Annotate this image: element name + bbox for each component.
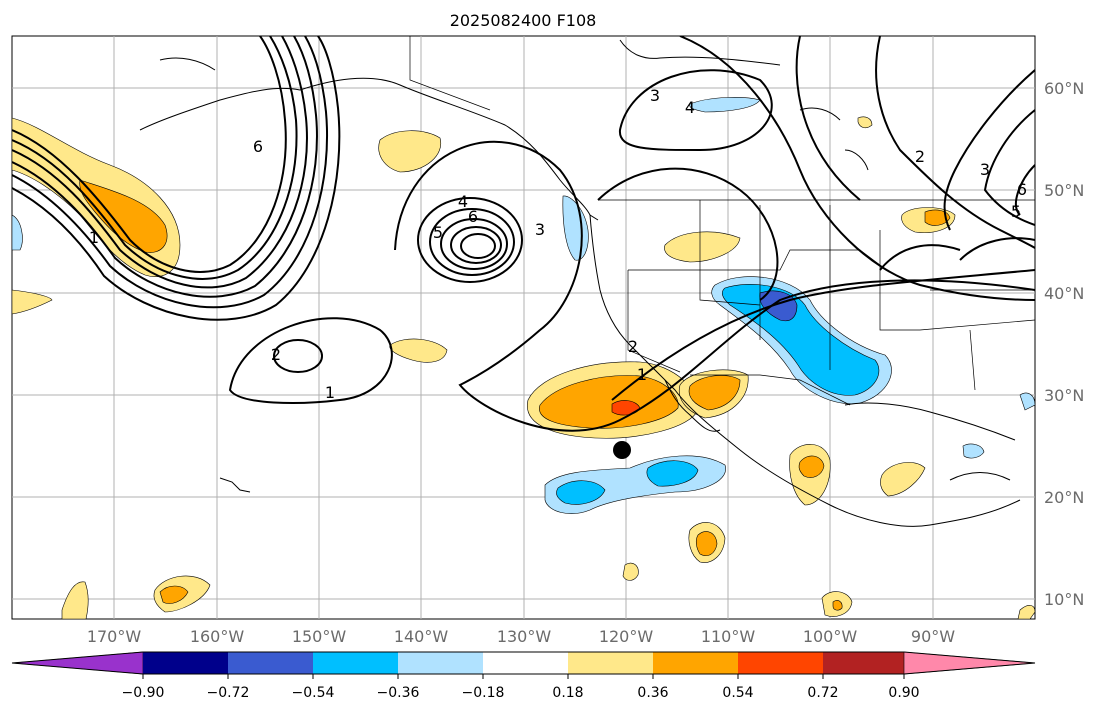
colorbar-segment	[903, 651, 1036, 675]
colorbar-segment	[483, 652, 568, 674]
longitude-labels: 170°W 160°W 150°W 140°W 130°W 120°W 110°…	[87, 627, 955, 646]
contour-label: 5	[1011, 202, 1021, 221]
lon-label: 160°W	[190, 627, 245, 646]
lon-label: 150°W	[292, 627, 347, 646]
colorbar-label: 0.72	[807, 685, 838, 701]
lat-label: 30°N	[1044, 386, 1084, 405]
lon-label: 110°W	[701, 627, 756, 646]
colorbar-segment	[823, 652, 904, 674]
contour-label: 2	[915, 147, 925, 166]
colorbar-segment	[143, 652, 228, 674]
contour-label: 6	[468, 207, 478, 226]
colorbar	[11, 651, 1036, 675]
lon-label: 130°W	[497, 627, 552, 646]
colorbar-labels: −0.90 −0.72 −0.54 −0.36 −0.18 0.18 0.36 …	[122, 685, 920, 701]
contour-label: 6	[253, 137, 263, 156]
latitude-labels: 60°N 50°N 40°N 30°N 20°N 10°N	[1044, 79, 1084, 609]
storm-center-dot	[613, 441, 631, 459]
contour-label: 1	[637, 365, 647, 384]
colorbar-segment	[11, 651, 144, 675]
contour-label: 5	[433, 223, 443, 242]
colorbar-segment	[228, 652, 313, 674]
contour-label: 6	[1017, 180, 1027, 199]
coastlines	[139, 39, 1021, 527]
lat-label: 60°N	[1044, 79, 1084, 98]
borders	[409, 36, 1035, 406]
colorbar-label: 0.18	[552, 685, 583, 701]
colorbar-segment	[313, 652, 398, 674]
colorbar-segment	[653, 652, 738, 674]
colorbar-label: 0.54	[722, 685, 753, 701]
lat-label: 50°N	[1044, 181, 1084, 200]
colorbar-label: −0.36	[377, 685, 420, 701]
height-contours	[12, 36, 1035, 432]
lon-label: 100°W	[803, 627, 858, 646]
lon-label: 90°W	[911, 627, 955, 646]
contour-labels: 1 1 1 2 2 2 3 3 3 4 4 5 5 6 6 6	[89, 86, 1027, 402]
lon-label: 120°W	[599, 627, 654, 646]
lon-label: 170°W	[87, 627, 142, 646]
graticule	[12, 36, 1035, 619]
contour-label: 4	[685, 98, 695, 117]
contour-label: 3	[535, 220, 545, 239]
colorbar-label: −0.18	[462, 685, 505, 701]
contour-label: 2	[628, 337, 638, 356]
lat-label: 20°N	[1044, 488, 1084, 507]
colorbar-label: −0.72	[207, 685, 250, 701]
contour-label: 1	[325, 383, 335, 402]
lat-label: 40°N	[1044, 284, 1084, 303]
colorbar-label: 0.36	[637, 685, 668, 701]
contour-label: 1	[89, 228, 99, 247]
contour-label: 4	[458, 192, 468, 211]
contour-label: 3	[650, 86, 660, 105]
lon-label: 140°W	[394, 627, 449, 646]
colorbar-ticks	[142, 674, 905, 679]
colorbar-label: 0.90	[888, 685, 919, 701]
contour-label: 2	[271, 345, 281, 364]
colorbar-segment	[398, 652, 483, 674]
lat-label: 10°N	[1044, 590, 1084, 609]
colorbar-segment	[738, 652, 823, 674]
colorbar-label: −0.90	[122, 685, 165, 701]
colorbar-label: −0.54	[292, 685, 335, 701]
contour-label: 3	[980, 160, 990, 179]
figure-title: 2025082400 F108	[450, 11, 597, 30]
colorbar-segment	[568, 652, 653, 674]
